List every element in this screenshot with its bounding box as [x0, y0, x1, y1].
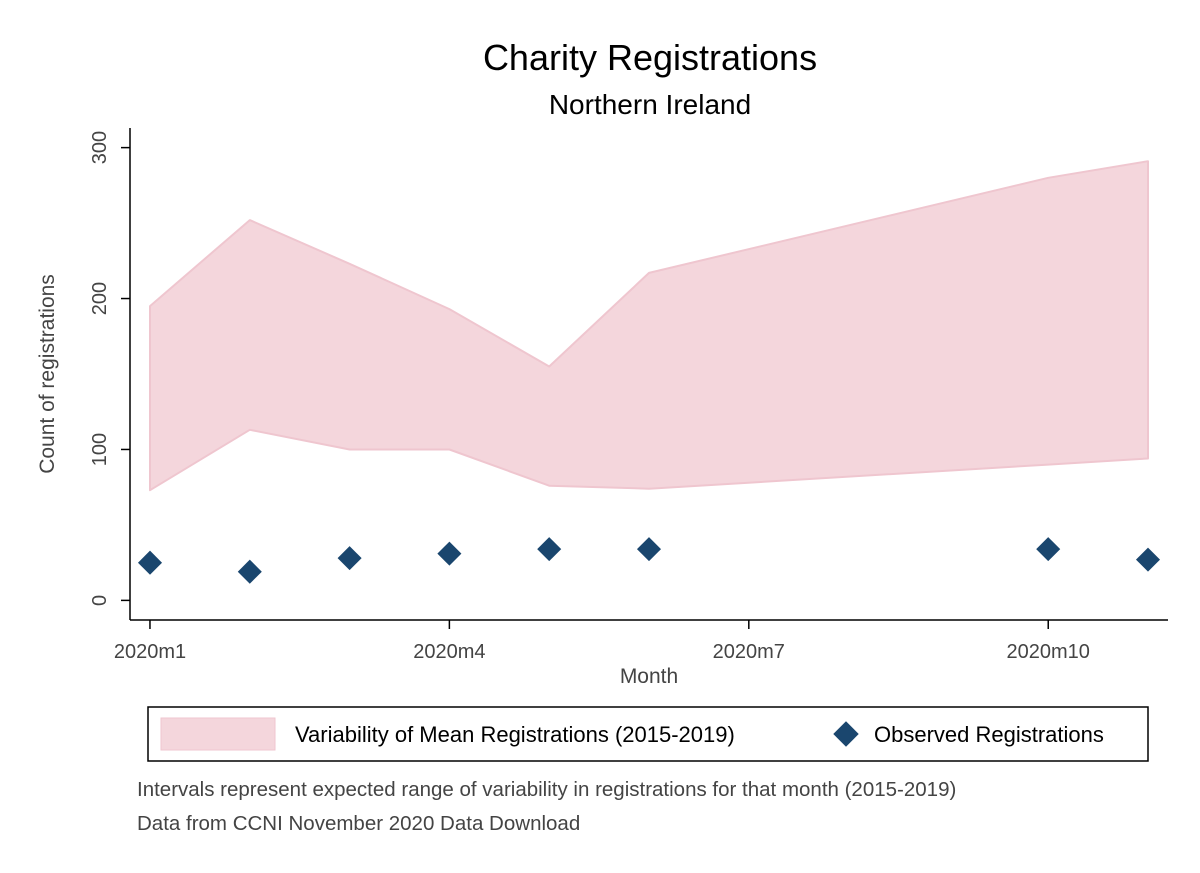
observed-point	[1135, 547, 1161, 572]
legend-box	[147, 706, 1149, 762]
axis-layer: 0 100 200 300 2020m1 2020m4 2020m7 2020m10	[89, 128, 1168, 663]
observed-point	[1036, 537, 1061, 562]
observed-point	[437, 541, 462, 566]
x-tick-label: 2020m10	[1006, 641, 1089, 663]
observed-point	[337, 546, 362, 571]
y-tick-label: 100	[89, 433, 111, 466]
x-tick-label: 2020m4	[413, 641, 485, 663]
chart-subtitle: Northern Ireland	[549, 89, 751, 120]
note-intervals: Intervals represent expected range of va…	[137, 778, 956, 801]
variability-band	[149, 160, 1149, 492]
y-tick-label: 200	[89, 282, 111, 315]
observed-point	[636, 537, 662, 562]
y-tick-label: 0	[89, 595, 111, 606]
y-tick-label: 300	[89, 131, 111, 164]
legend: Variability of Mean Registrations (2015-…	[147, 706, 1149, 762]
legend-observed-label: Observed Registrations	[874, 722, 1104, 747]
legend-diamond-marker	[833, 721, 859, 747]
legend-band-swatch	[160, 717, 276, 751]
band-layer	[149, 160, 1149, 492]
x-tick-label: 2020m1	[114, 641, 186, 663]
marker-layer	[137, 537, 1161, 584]
x-axis-title: Month	[620, 665, 678, 688]
note-source: Data from CCNI November 2020 Data Downlo…	[137, 812, 580, 835]
y-axis-title: Count of registrations	[36, 274, 59, 474]
legend-band-label: Variability of Mean Registrations (2015-…	[295, 722, 735, 747]
chart-title: Charity Registrations	[483, 37, 817, 78]
observed-point	[137, 550, 163, 575]
observed-point	[537, 537, 562, 562]
x-tick-label: 2020m7	[713, 641, 785, 663]
observed-point	[237, 559, 262, 584]
